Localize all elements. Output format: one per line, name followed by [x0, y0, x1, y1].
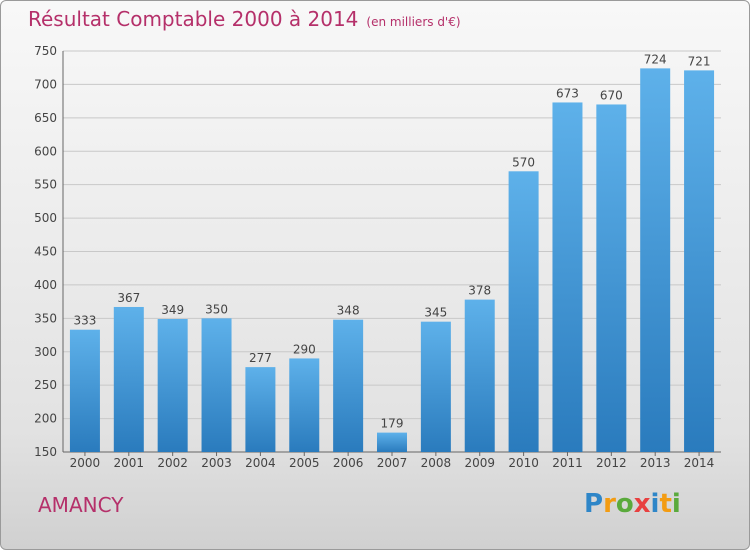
y-tick-label: 350	[34, 311, 57, 325]
data-label: 670	[600, 88, 623, 102]
bar	[508, 171, 539, 453]
data-label: 673	[556, 86, 579, 100]
data-label: 349	[161, 303, 184, 317]
data-label: 277	[249, 351, 272, 365]
logo-letter: o	[615, 489, 634, 519]
logo-letter: x	[633, 489, 651, 519]
bar	[333, 319, 364, 452]
data-label: 570	[512, 155, 535, 169]
bar	[245, 367, 276, 452]
y-tick-label: 500	[34, 211, 57, 225]
commune-name: AMANCY	[38, 493, 124, 517]
data-label: 724	[644, 52, 667, 66]
bars: 333 367 349 350 277 290 348 179 345 378 570 673 670 7…	[69, 52, 715, 453]
x-tick-label: 2012	[596, 456, 627, 470]
y-tick-label: 650	[34, 111, 57, 125]
x-tick-label: 2013	[640, 456, 671, 470]
x-tick-label: 2000	[70, 456, 101, 470]
x-tick-label: 2003	[201, 456, 232, 470]
x-axis: 2000 2001 2002 2003 2004 2005 2006 2007 2008 2009…	[70, 452, 715, 470]
bar	[420, 321, 451, 452]
logo-letter: P	[584, 489, 604, 519]
y-tick-label: 750	[34, 44, 57, 58]
y-tick-label: 600	[34, 144, 57, 158]
x-tick-label: 2008	[421, 456, 452, 470]
x-tick-label: 2005	[289, 456, 320, 470]
y-tick-label: 450	[34, 245, 57, 259]
bar	[464, 299, 495, 452]
y-tick-label: 200	[34, 412, 57, 426]
data-label: 350	[205, 302, 228, 316]
chart-title-text: Résultat Comptable 2000 à 2014	[28, 7, 359, 31]
logo-letter: i	[671, 489, 681, 519]
logo-letter: r	[603, 489, 616, 519]
chart-subtitle: (en milliers d'€)	[366, 15, 461, 29]
y-tick-label: 700	[34, 77, 57, 91]
y-tick-label: 300	[34, 345, 57, 359]
chart-title: Résultat Comptable 2000 à 2014 (en millie…	[28, 7, 461, 31]
x-tick-label: 2010	[508, 456, 539, 470]
data-label: 378	[468, 284, 491, 298]
bar	[201, 318, 232, 452]
x-tick-label: 2002	[157, 456, 188, 470]
x-tick-label: 2006	[333, 456, 364, 470]
proxiti-logo: Proxiti	[584, 489, 681, 519]
logo-letter: t	[659, 489, 672, 519]
bar	[596, 104, 627, 452]
data-label: 333	[73, 314, 96, 328]
x-tick-label: 2007	[377, 456, 408, 470]
data-label: 721	[688, 54, 711, 68]
y-tick-label: 150	[34, 445, 57, 459]
x-tick-label: 2011	[552, 456, 583, 470]
data-label: 345	[424, 306, 447, 320]
bar	[69, 329, 100, 452]
data-label: 348	[337, 304, 360, 318]
bar	[157, 319, 188, 452]
x-tick-label: 2014	[684, 456, 715, 470]
x-tick-label: 2009	[464, 456, 495, 470]
data-label: 179	[381, 417, 404, 431]
bar	[113, 306, 144, 452]
y-tick-label: 550	[34, 178, 57, 192]
x-tick-label: 2001	[114, 456, 145, 470]
data-label: 290	[293, 342, 316, 356]
data-label: 367	[117, 291, 140, 305]
y-tick-label: 400	[34, 278, 57, 292]
bar	[552, 102, 583, 452]
x-tick-label: 2004	[245, 456, 276, 470]
y-tick-label: 250	[34, 378, 57, 392]
bar	[684, 70, 715, 453]
logo-letter: i	[650, 489, 660, 519]
bar	[640, 68, 671, 453]
bar	[289, 358, 320, 452]
bar	[377, 432, 407, 452]
